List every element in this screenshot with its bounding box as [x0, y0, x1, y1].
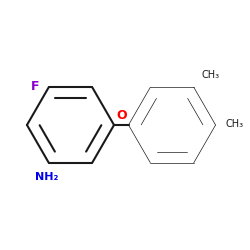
Text: O: O: [116, 109, 126, 122]
Text: NH₂: NH₂: [34, 172, 58, 182]
Text: CH₃: CH₃: [201, 70, 219, 80]
Text: CH₃: CH₃: [225, 119, 244, 129]
Text: F: F: [30, 80, 39, 92]
